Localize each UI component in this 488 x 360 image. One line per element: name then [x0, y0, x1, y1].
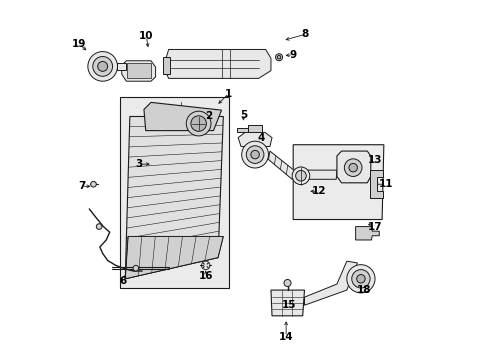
Text: 11: 11 [378, 179, 392, 189]
Text: 1: 1 [224, 89, 232, 99]
Circle shape [346, 265, 374, 293]
Text: 6: 6 [119, 275, 126, 285]
Circle shape [98, 62, 107, 71]
Bar [247, 125, 262, 132]
Text: 12: 12 [311, 186, 325, 196]
Circle shape [351, 270, 369, 288]
Polygon shape [293, 145, 383, 220]
Circle shape [186, 111, 210, 136]
Polygon shape [125, 117, 223, 279]
Circle shape [291, 167, 309, 185]
Text: 16: 16 [199, 271, 213, 281]
Polygon shape [125, 237, 223, 279]
Circle shape [246, 146, 264, 163]
Text: 17: 17 [367, 221, 382, 231]
Polygon shape [236, 128, 247, 132]
Polygon shape [120, 97, 228, 288]
Circle shape [190, 116, 206, 131]
Text: 9: 9 [289, 50, 296, 60]
Polygon shape [163, 49, 270, 78]
Circle shape [250, 150, 259, 159]
Polygon shape [336, 151, 370, 183]
Circle shape [201, 261, 209, 270]
Text: 19: 19 [72, 39, 86, 49]
Text: 13: 13 [367, 154, 382, 165]
Circle shape [93, 57, 112, 76]
Polygon shape [268, 151, 336, 179]
Text: 8: 8 [301, 29, 308, 39]
Text: 10: 10 [139, 31, 153, 41]
Circle shape [344, 159, 361, 176]
Text: 15: 15 [281, 300, 295, 310]
Circle shape [348, 163, 357, 172]
Bar [163, 57, 170, 74]
Polygon shape [143, 102, 221, 131]
Circle shape [356, 275, 365, 283]
Text: 2: 2 [205, 112, 212, 121]
Polygon shape [355, 226, 379, 240]
Circle shape [88, 51, 117, 81]
Text: 14: 14 [278, 332, 293, 342]
Text: 4: 4 [257, 133, 264, 143]
Text: 18: 18 [356, 285, 371, 295]
Polygon shape [369, 170, 382, 198]
Circle shape [133, 265, 139, 271]
Bar [127, 63, 151, 78]
Text: 3: 3 [135, 159, 142, 169]
Text: 5: 5 [239, 110, 246, 120]
Polygon shape [117, 63, 126, 70]
Text: 7: 7 [78, 181, 85, 192]
Polygon shape [238, 132, 271, 147]
Circle shape [90, 181, 96, 187]
Polygon shape [270, 290, 304, 316]
Circle shape [275, 54, 282, 61]
Polygon shape [304, 261, 357, 305]
Circle shape [295, 171, 305, 181]
Circle shape [96, 224, 102, 229]
Polygon shape [122, 61, 155, 81]
Circle shape [241, 141, 268, 168]
Circle shape [284, 279, 290, 287]
Circle shape [277, 55, 280, 59]
